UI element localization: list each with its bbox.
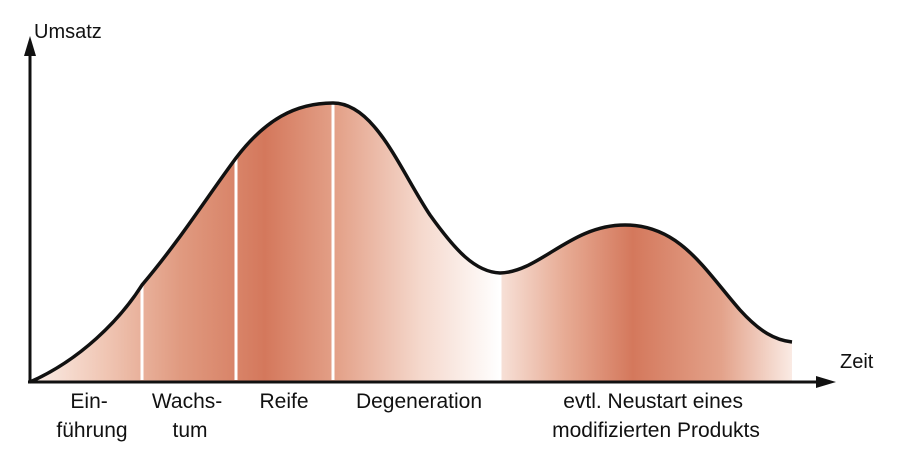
x-axis-label: Zeit <box>840 351 874 373</box>
lifecycle-area-relaunch <box>500 225 792 382</box>
phase-label-wachstum: Wachs- tum <box>152 390 228 442</box>
lifecycle-area-main <box>30 103 500 382</box>
phase-label-einfuehrung: Ein- führung <box>56 390 127 442</box>
y-axis-arrow-icon <box>24 36 36 56</box>
phase-label-reife: Reife <box>259 390 308 413</box>
y-axis-label: Umsatz <box>34 21 102 43</box>
x-axis-arrow-icon <box>816 376 836 388</box>
lifecycle-curve <box>29 101 793 384</box>
phase-label-neustart: evtl. Neustart eines modifizierten Produ… <box>552 390 760 442</box>
phase-label-degeneration: Degeneration <box>356 390 482 413</box>
